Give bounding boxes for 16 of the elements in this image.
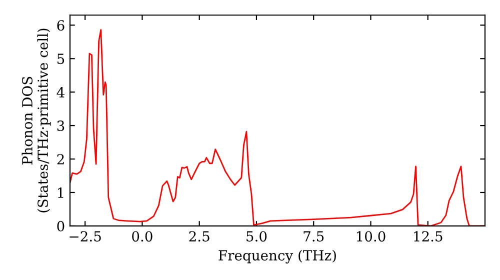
y-tick-label: 4: [56, 87, 64, 98]
x-tick-label: 12.5: [414, 231, 442, 242]
y-axis-title: Phonon DOS (States/THz·primitive cell): [22, 28, 51, 212]
x-axis-title: Frequency (THz): [218, 250, 336, 264]
y-tick-label: 3: [57, 120, 64, 132]
x-tick-label: 0.0: [132, 231, 152, 242]
y-tick-label: 5: [57, 54, 64, 64]
y-tick-label: 6: [57, 20, 64, 31]
x-tick-label: 10.0: [356, 231, 386, 242]
x-tick-label: 5.0: [246, 231, 267, 242]
x-tick-label: 7.5: [304, 231, 324, 242]
x-tick-label: 2.5: [189, 231, 210, 242]
x-tick-label: −2.5: [70, 231, 101, 242]
y-tick-label: 1: [58, 187, 64, 198]
y-tick-label: 0: [57, 220, 64, 232]
y-tick-label: 2: [57, 154, 64, 164]
